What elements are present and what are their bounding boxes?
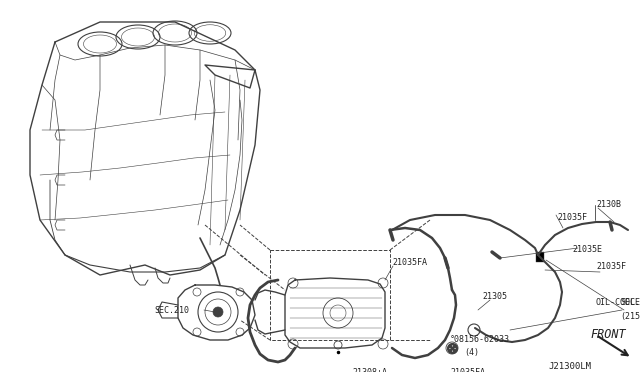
Text: 21035E: 21035E <box>572 245 602 254</box>
FancyBboxPatch shape <box>536 252 544 262</box>
Text: (4): (4) <box>464 348 479 357</box>
Text: 2130B: 2130B <box>596 200 621 209</box>
Text: OIL-COOLER: OIL-COOLER <box>596 298 640 307</box>
Text: °08156-62033: °08156-62033 <box>450 335 510 344</box>
Circle shape <box>213 307 223 317</box>
Text: SEC.214: SEC.214 <box>620 298 640 307</box>
Text: SEC.210: SEC.210 <box>154 306 189 315</box>
Text: 21305: 21305 <box>482 292 507 301</box>
Text: 21035FA: 21035FA <box>392 258 427 267</box>
Text: 21035FA: 21035FA <box>450 368 485 372</box>
Text: (21503): (21503) <box>620 312 640 321</box>
Text: 21035F: 21035F <box>557 213 587 222</box>
Text: FRONT: FRONT <box>590 328 626 341</box>
Text: 21308+A: 21308+A <box>352 368 387 372</box>
Text: J21300LM: J21300LM <box>548 362 591 371</box>
Text: 21035F: 21035F <box>596 262 626 271</box>
